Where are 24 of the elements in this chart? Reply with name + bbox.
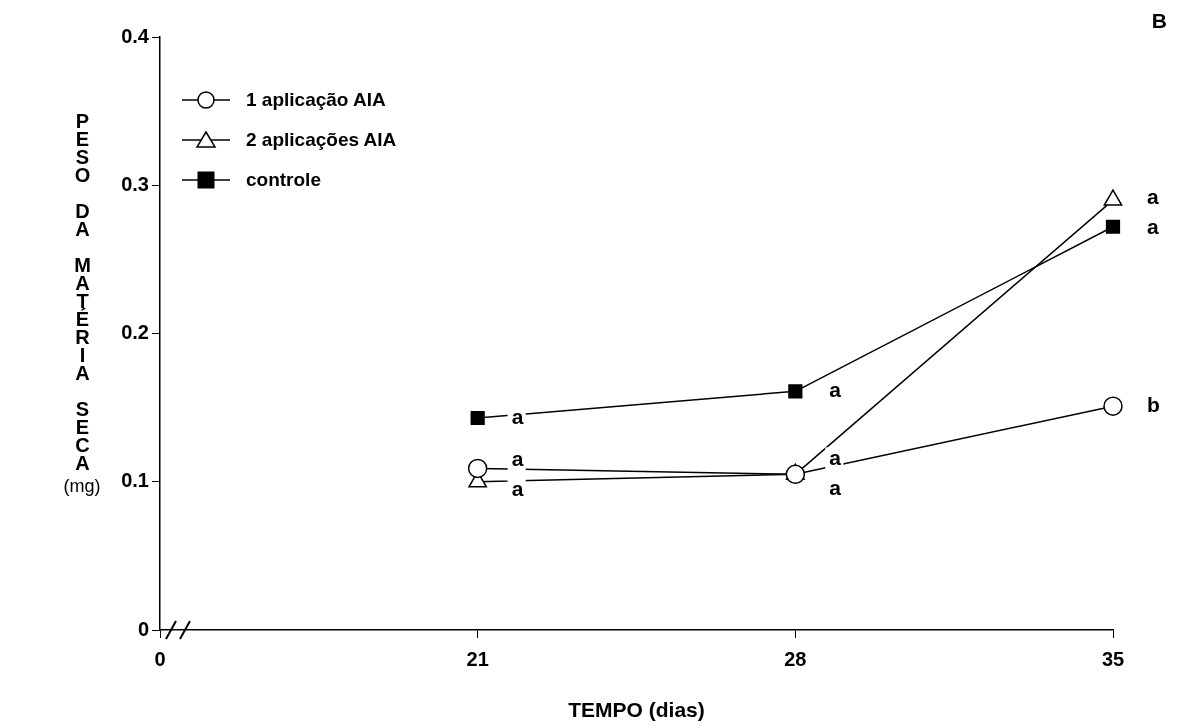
annotation: a — [829, 446, 842, 470]
annotation: a — [829, 378, 842, 402]
legend-label: 2 aplicações AIA — [246, 129, 397, 151]
annotation: a — [511, 476, 524, 500]
x-tick-label: 35 — [1101, 647, 1125, 670]
y-tick-label: 0.1 — [121, 469, 149, 492]
annotation: a — [511, 404, 524, 428]
y-axis-title: PESO DA MATÉRIA SECA (mg) — [63, 110, 101, 497]
legend-label: 1 aplicação AIA — [246, 89, 386, 111]
x-tick-label: 0 — [154, 647, 166, 670]
annotation: a — [511, 446, 524, 470]
annotation: a — [1147, 185, 1159, 209]
y-tick-label: 0 — [137, 617, 149, 640]
text: B — [1151, 8, 1167, 32]
y-tick-label: 0.2 — [121, 321, 149, 344]
y-tick-label: 0.3 — [121, 172, 149, 195]
y-tick-label: 0.4 — [121, 24, 150, 47]
x-axis-title: TEMPO (dias) — [568, 698, 705, 722]
annotation: a — [1147, 215, 1159, 239]
legend-label: controle — [246, 169, 321, 191]
x-tick-label: 28 — [784, 647, 807, 670]
annotation: a — [829, 476, 842, 500]
x-tick-label: 21 — [466, 647, 489, 670]
annotation: b — [1147, 392, 1160, 416]
